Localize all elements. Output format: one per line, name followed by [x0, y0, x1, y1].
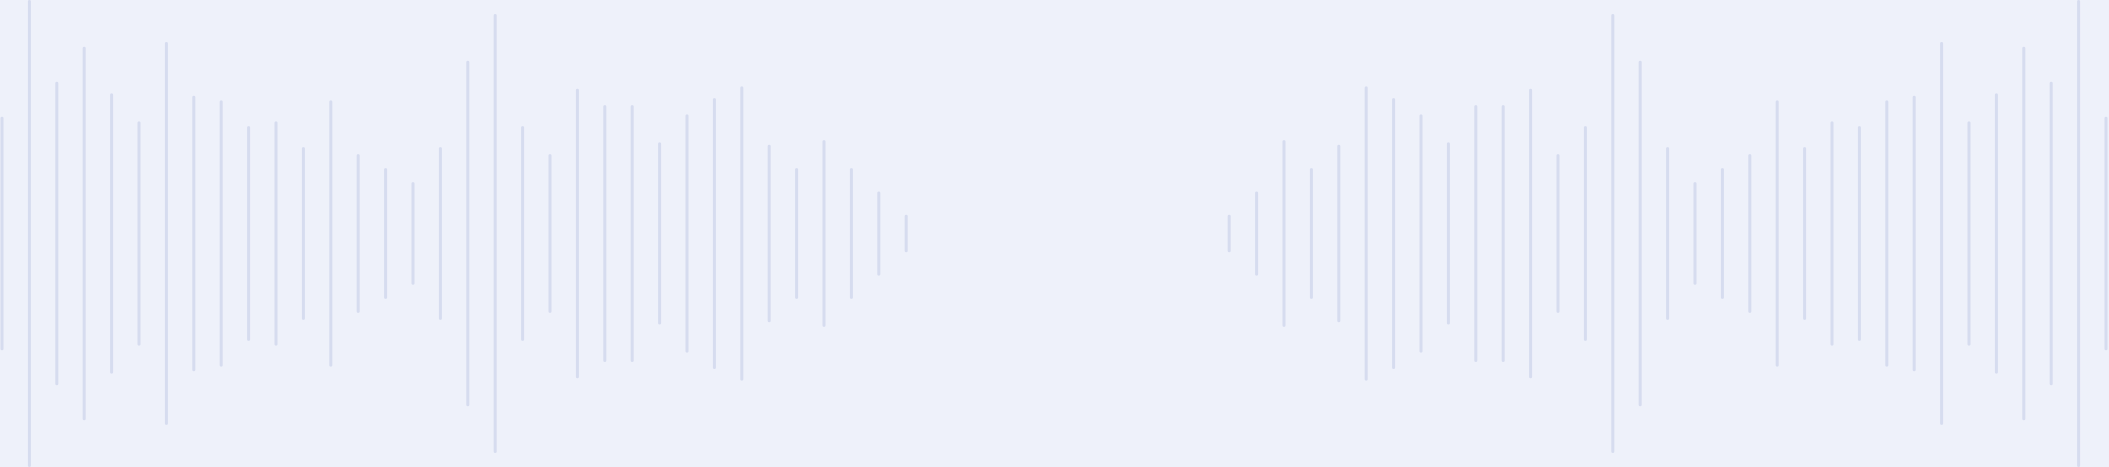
waveform-bar: [904, 214, 908, 253]
waveform-bar: [1748, 154, 1752, 313]
waveform-bar: [685, 114, 689, 353]
waveform-bar: [466, 60, 470, 407]
waveform-bar: [1446, 142, 1450, 325]
waveform-bar: [1940, 42, 1944, 425]
waveform-bar: [1885, 100, 1889, 367]
waveform-bar: [2077, 0, 2081, 467]
waveform-bar: [1666, 147, 1670, 320]
waveform-bar: [82, 46, 86, 421]
waveform-bar: [2049, 81, 2053, 386]
waveform-bar: [137, 121, 141, 346]
waveform-bar: [1337, 144, 1341, 323]
waveform-bar: [219, 100, 223, 367]
waveform-bar: [164, 42, 168, 425]
waveform-bar: [1857, 126, 1861, 341]
waveform-bar: [1501, 105, 1505, 362]
waveform-bar: [521, 126, 525, 341]
waveform-bar: [740, 86, 744, 381]
waveform-bar: [1611, 14, 1615, 453]
waveform-bar: [603, 105, 607, 362]
waveform-bar: [438, 147, 442, 320]
waveform-bar: [767, 144, 771, 323]
waveform-bar: [1830, 121, 1834, 346]
waveform-bar: [329, 100, 333, 367]
waveform-bar: [493, 14, 497, 453]
waveform-bar: [712, 98, 716, 369]
waveform-bar: [1309, 168, 1313, 299]
waveform-bar: [1693, 182, 1697, 285]
waveform-bar: [630, 105, 634, 362]
waveform-bar: [301, 147, 305, 320]
waveform-bar: [1392, 98, 1396, 369]
waveform-bar: [548, 154, 552, 313]
waveform-bar: [1227, 214, 1231, 253]
waveform-bar: [575, 88, 579, 379]
waveform-bar: [384, 168, 388, 299]
waveform-bar: [1912, 95, 1916, 372]
waveform-bar: [1255, 191, 1259, 276]
waveform-bar: [1529, 88, 1533, 379]
waveform-bar: [877, 191, 881, 276]
waveform-bar: [356, 154, 360, 313]
waveform-bar: [1775, 100, 1779, 367]
waveform-bar: [849, 168, 853, 299]
waveform-bar: [1720, 168, 1724, 299]
waveform-bar: [822, 140, 826, 327]
waveform-bar: [0, 116, 4, 351]
waveform-bar: [1994, 93, 1998, 374]
waveform-bar: [1282, 140, 1286, 327]
waveform-bar: [1556, 154, 1560, 313]
waveform-bar: [274, 121, 278, 346]
waveform-bar: [1967, 121, 1971, 346]
waveform-bar: [247, 126, 251, 341]
waveform-bar: [1803, 147, 1807, 320]
waveform-bar: [1583, 126, 1587, 341]
waveform-bar: [795, 168, 799, 299]
waveform-bar: [55, 81, 59, 386]
waveform-bar: [658, 142, 662, 325]
waveform-bar: [1474, 105, 1478, 362]
waveform-bar: [27, 0, 31, 467]
waveform-bar: [411, 182, 415, 285]
waveform-bar: [192, 95, 196, 372]
waveform-bar: [110, 93, 114, 374]
waveform-bar: [2104, 116, 2108, 351]
waveform-bar: [1364, 86, 1368, 381]
waveform-bar: [1638, 60, 1642, 407]
waveform-bar: [1419, 114, 1423, 353]
waveform-bar: [2022, 46, 2026, 421]
